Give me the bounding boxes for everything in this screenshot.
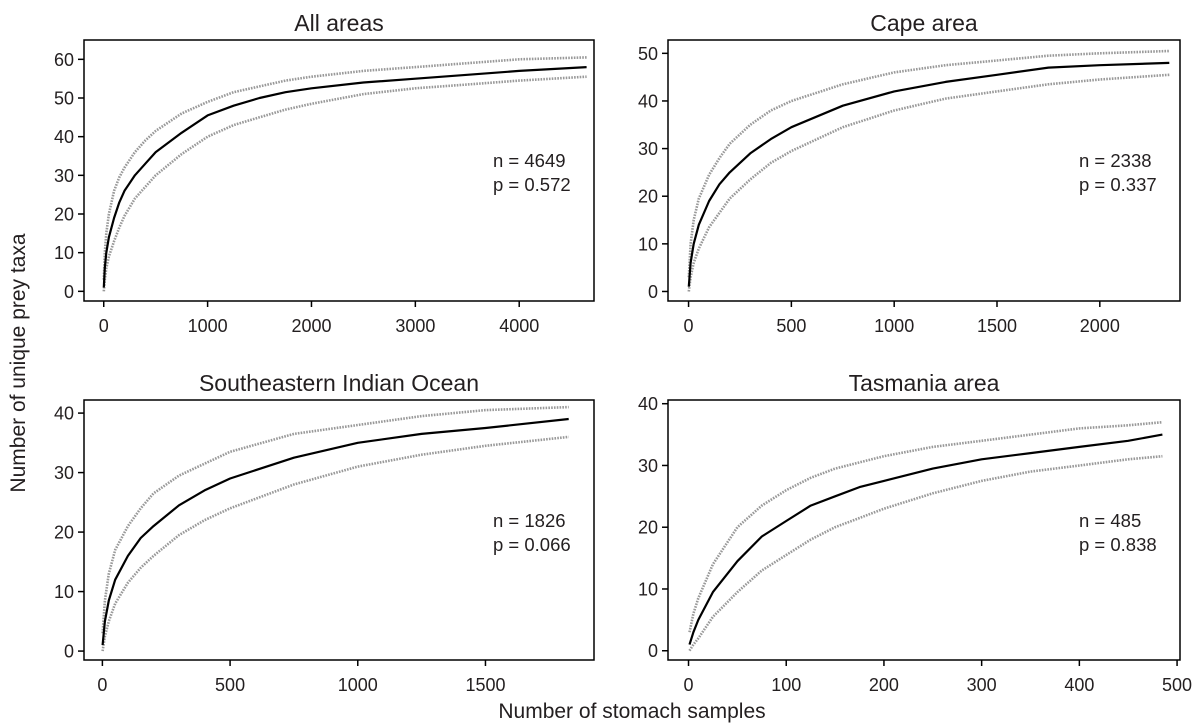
y-tick-label: 0 [648,282,658,302]
upper-bound-curve [101,405,569,634]
y-tick-label: 30 [638,139,658,159]
x-tick-label: 0 [684,316,694,336]
x-tick-label: 2000 [1080,316,1120,336]
lower-bound-curve [101,435,569,652]
series-group [101,405,569,652]
x-tick-label: 4000 [499,316,539,336]
p-value-label: p = 0.337 [1079,174,1157,195]
y-tick-label: 20 [638,518,658,538]
x-tick-label: 1000 [874,316,914,336]
x-tick-label: 1500 [465,675,505,695]
y-tick-label: 40 [638,91,658,111]
x-tick-label: 300 [967,675,997,695]
x-tick-label: 1500 [977,316,1017,336]
y-tick-label: 10 [54,243,74,263]
x-tick-label: 3000 [395,316,435,336]
y-tick-label: 10 [638,234,658,254]
panel-southeastern-indian-ocean: Southeastern Indian Ocean 0 10 20 30 40 0 500 10… [54,370,595,695]
plot-frame [83,39,595,302]
plot-frame [667,39,1181,302]
y-tick-label: 0 [648,641,658,661]
y-tick-label: 20 [54,205,74,225]
p-value-label: p = 0.066 [493,534,571,555]
y-tick-label: 40 [638,394,658,414]
x-tick-label: 1000 [338,675,378,695]
x-tick-label: 1000 [188,316,228,336]
panel-all-areas: All areas 0 10 20 30 40 50 60 0 1000 2000 3000 4000 n… [54,10,595,336]
sample-size-label: n = 485 [1079,510,1141,531]
lower-bound-curve [687,73,1170,292]
p-value-label: p = 0.838 [1079,534,1157,555]
x-tick-label: 2000 [291,316,331,336]
y-tick-label: 30 [54,166,74,186]
y-tick-label: 20 [638,187,658,207]
sample-size-label: n = 4649 [493,150,566,171]
y-tick-label: 30 [54,463,74,483]
x-tick-label: 200 [869,675,899,695]
shared-x-axis-label: Number of stomach samples [498,700,765,723]
plot-frame [83,399,595,661]
x-tick-label: 0 [99,316,109,336]
series-group [688,420,1163,652]
lower-bound-curve [688,454,1163,652]
lower-bound-curve [102,75,587,292]
y-tick-label: 20 [54,523,74,543]
y-tick-label: 50 [54,89,74,109]
mean-curve [102,66,587,288]
series-group [687,49,1170,292]
sample-size-label: n = 2338 [1079,150,1152,171]
y-tick-label: 10 [638,579,658,599]
panel-title: All areas [294,10,383,36]
upper-bound-curve [102,56,587,280]
y-tick-label: 10 [54,582,74,602]
upper-bound-curve [688,420,1163,633]
x-tick-label: 100 [771,675,801,695]
plot-frame [667,399,1181,661]
sample-size-label: n = 1826 [493,510,566,531]
y-tick-label: 0 [64,282,74,302]
y-tick-label: 30 [638,456,658,476]
y-tick-label: 40 [54,404,74,424]
y-tick-label: 50 [638,44,658,64]
p-value-label: p = 0.572 [493,174,571,195]
panel-title: Tasmania area [849,370,1000,396]
mean-curve [101,417,569,646]
x-tick-label: 500 [215,675,245,695]
panel-title: Cape area [870,10,978,36]
x-tick-label: 400 [1064,675,1094,695]
y-tick-label: 40 [54,127,74,147]
series-group [102,56,587,292]
x-tick-label: 0 [97,675,107,695]
mean-curve [687,61,1170,287]
shared-y-axis-label: Number of unique prey taxa [7,233,30,492]
mean-curve [688,433,1163,645]
upper-bound-curve [687,49,1170,278]
y-tick-label: 60 [54,50,74,70]
x-tick-label: 0 [684,675,694,695]
x-tick-label: 500 [1162,675,1192,695]
x-tick-label: 500 [776,316,806,336]
y-tick-label: 0 [64,642,74,662]
panel-title: Southeastern Indian Ocean [199,370,479,396]
